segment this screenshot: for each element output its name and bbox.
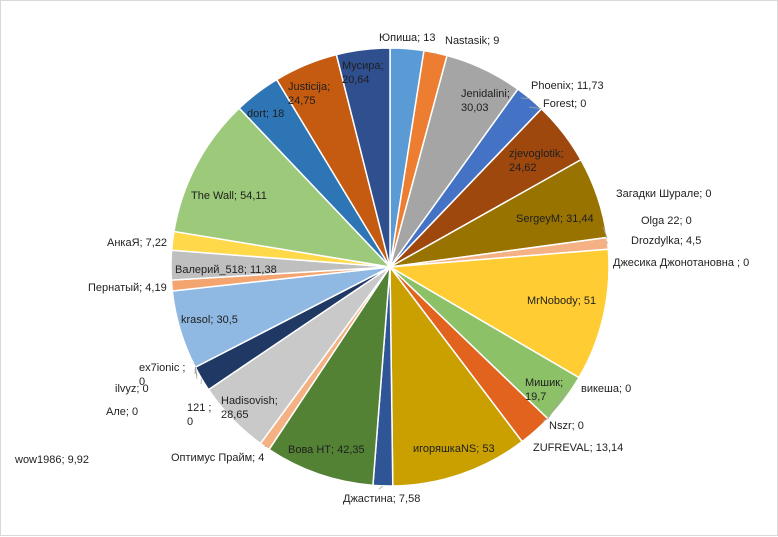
data-label-sergeym: SergeyM; 31,44 <box>516 213 594 225</box>
leader-line-olga-22 <box>606 238 607 239</box>
data-label-але: Але; 0 <box>106 406 138 418</box>
data-label-nastasik: Nastasik; 9 <box>445 35 499 47</box>
data-label-forest: Forest; 0 <box>543 98 586 110</box>
data-label-nszr: Nszr; 0 <box>549 420 584 432</box>
data-label-пернатый: Пернатый; 4,19 <box>88 282 167 294</box>
data-label-olga-22: Olga 22; 0 <box>641 215 692 227</box>
data-label-анкая: АнкаЯ; 7,22 <box>107 237 167 249</box>
data-label-phoenix: Phoenix; 11,73 <box>531 80 604 92</box>
data-label-dort: dort; 18 <box>247 108 284 120</box>
data-label-mrnobody: MrNobody; 51 <box>527 295 596 307</box>
data-label-викеша: викеша; 0 <box>581 383 631 395</box>
data-label-валерий-518: Валерий_518; 11,38 <box>175 264 277 276</box>
data-label-krasol: krasol; 30,5 <box>181 314 238 326</box>
data-label-джесика-джонотановна: Джесика Джонотановна ; 0 <box>613 257 749 269</box>
data-label-the-wall: The Wall; 54,11 <box>191 190 267 202</box>
data-label-вова-нт: Вова НТ; 42,35 <box>288 444 365 456</box>
data-label-оптимус-прайм: Оптимус Прайм; 4 <box>171 452 264 464</box>
data-label-игоряшкаns: игоряшкаNS; 53 <box>413 443 495 455</box>
data-label-wow1986: wow1986; 9,92 <box>14 454 89 466</box>
data-label-drozdylka: Drozdylka; 4,5 <box>631 235 701 247</box>
data-label-загадки-шурале: Загадки Шурале; 0 <box>616 188 712 200</box>
data-label-юпиша: Юпиша; 13 <box>379 32 436 44</box>
leader-line-wow1986 <box>201 379 202 384</box>
data-label-121: 121 ;0 <box>187 402 211 428</box>
data-label-джастина: Джастина; 7,58 <box>343 493 420 505</box>
data-label-zufreval: ZUFREVAL; 13,14 <box>533 442 623 454</box>
